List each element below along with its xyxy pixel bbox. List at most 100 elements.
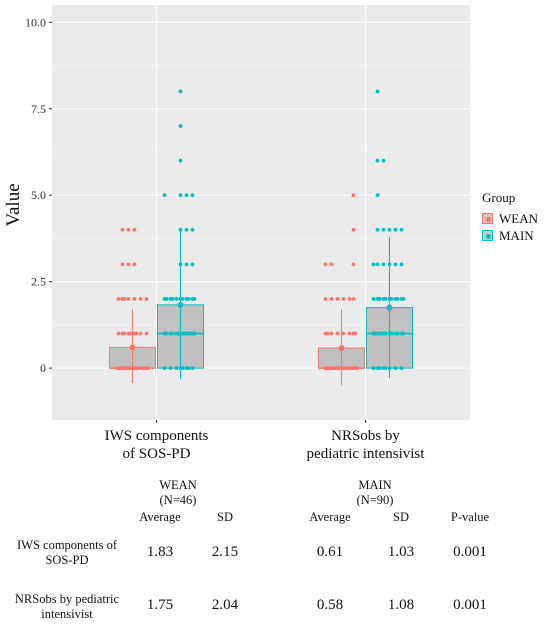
data-point <box>341 297 346 301</box>
data-point <box>351 227 356 232</box>
data-point <box>383 366 388 371</box>
legend-item-main: MAIN <box>482 227 548 244</box>
data-point <box>164 297 169 301</box>
row-label-iws: IWS components of SOS-PD <box>0 538 134 568</box>
y-tick-label: 10.0 <box>25 15 46 29</box>
data-point <box>393 262 398 267</box>
data-point <box>401 331 406 336</box>
data-point <box>395 297 400 301</box>
cell-iws-main-average: 0.61 <box>316 544 344 560</box>
legend-key-main <box>482 230 493 241</box>
data-point <box>355 366 360 371</box>
cell-nrsobs-wean-average: 1.75 <box>146 597 174 613</box>
data-point <box>371 297 376 301</box>
data-point <box>351 297 356 301</box>
data-point <box>393 227 398 232</box>
group-header-wean: WEAN (N=46) <box>138 478 218 508</box>
data-point <box>323 262 328 267</box>
cell-nrsobs-main-average: 0.58 <box>316 597 344 613</box>
row-label-nrsobs-line-1: NRSobs by pediatric <box>14 592 120 606</box>
legend-key-wean <box>482 213 493 224</box>
data-point <box>395 331 400 336</box>
data-point <box>379 331 384 336</box>
data-point <box>375 158 380 163</box>
data-point <box>186 366 191 371</box>
data-point <box>323 297 328 301</box>
data-point <box>180 366 185 371</box>
data-point <box>190 227 195 232</box>
data-point <box>192 331 197 336</box>
data-point <box>323 366 328 371</box>
data-point <box>192 297 197 301</box>
data-point <box>381 227 386 232</box>
data-point <box>176 331 181 336</box>
data-point <box>389 331 394 336</box>
x-category-label: IWS components <box>105 428 209 444</box>
row-label-iws-line-2: SOS-PD <box>45 553 89 567</box>
box-plot-chart: Value 0 2.5 5.0 7.5 10.0 IWS components of SOS… <box>3 5 470 462</box>
group-n-main: (N=90) <box>356 493 394 507</box>
cell-nrsobs-main-sd: 1.08 <box>387 597 415 613</box>
data-point <box>126 366 131 371</box>
cell-iws-wean-average: 1.83 <box>146 544 174 560</box>
data-point <box>122 331 127 336</box>
data-point <box>381 262 386 267</box>
data-point <box>170 331 175 336</box>
data-point <box>138 331 143 336</box>
y-tick-label: 2.5 <box>31 275 46 289</box>
data-point <box>383 297 388 301</box>
data-point <box>120 366 125 371</box>
cell-iws-p-value: 0.001 <box>453 544 487 560</box>
data-point <box>116 331 121 336</box>
data-point <box>128 331 133 336</box>
data-point <box>387 227 392 232</box>
data-point <box>178 124 183 128</box>
data-point <box>351 193 356 198</box>
data-point <box>162 193 167 198</box>
data-point <box>178 89 183 94</box>
data-point <box>335 366 340 371</box>
data-point <box>126 297 131 301</box>
data-point <box>174 366 179 371</box>
data-point <box>186 297 191 301</box>
group-n-wean: (N=46) <box>159 493 197 507</box>
col-header-wean-sd: SD <box>217 510 233 524</box>
data-point <box>184 262 189 267</box>
data-point <box>178 158 183 163</box>
data-point <box>170 297 175 301</box>
data-point <box>168 366 173 371</box>
data-point <box>371 262 376 267</box>
legend-label-wean: WEAN <box>499 210 538 226</box>
data-point <box>120 262 125 267</box>
data-point <box>132 366 137 371</box>
data-point <box>399 262 404 267</box>
data-point <box>174 297 179 301</box>
data-point <box>136 366 141 371</box>
x-category-label: of SOS-PD <box>123 446 191 462</box>
data-point <box>184 227 189 232</box>
row-label-nrsobs-line-2: intensivist <box>41 607 93 621</box>
legend-title: Group <box>482 190 516 205</box>
data-point <box>190 366 195 371</box>
data-point <box>122 297 127 301</box>
data-point <box>114 366 119 371</box>
data-point <box>126 262 131 267</box>
data-point <box>180 297 185 301</box>
data-point <box>377 366 382 371</box>
data-point <box>375 262 380 267</box>
data-point <box>138 297 143 301</box>
data-point <box>329 331 334 336</box>
data-point <box>375 89 380 94</box>
data-point <box>164 331 169 336</box>
data-point <box>345 366 350 371</box>
data-point <box>329 262 334 267</box>
data-point <box>351 262 356 267</box>
group-name-main: MAIN <box>358 478 392 492</box>
data-point <box>399 366 404 371</box>
data-point <box>162 366 167 371</box>
legend-label-main: MAIN <box>499 227 534 243</box>
data-point <box>371 366 376 371</box>
data-point <box>341 331 346 336</box>
data-point <box>142 366 147 371</box>
data-point <box>347 297 352 301</box>
